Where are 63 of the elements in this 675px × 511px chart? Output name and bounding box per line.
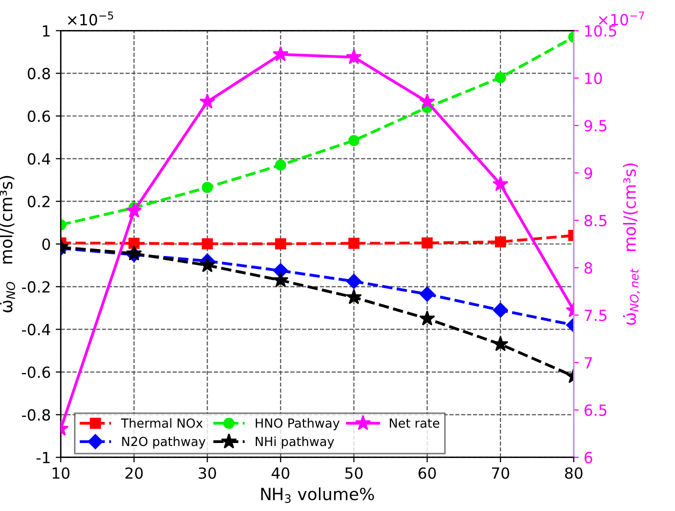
- y2-tick-label: 9.5: [584, 120, 606, 132]
- point: [420, 286, 435, 302]
- legend-label: Net rate: [390, 418, 440, 428]
- point: [492, 176, 508, 192]
- point: [422, 237, 433, 248]
- point: [272, 272, 289, 288]
- y2-tick-label: 9: [584, 167, 592, 179]
- text: ω̇$_{NO}$ mol/(cm³s): [0, 176, 16, 312]
- point: [346, 48, 362, 64]
- point: [494, 72, 506, 84]
- legend-label: HNO Pathway: [256, 418, 340, 430]
- point: [492, 302, 508, 318]
- point: [346, 274, 362, 289]
- x-tick-label: 50: [345, 467, 363, 479]
- point: [419, 310, 436, 326]
- y-tick-label: -0.4: [22, 324, 50, 336]
- point: [202, 238, 213, 250]
- point: [199, 257, 216, 272]
- point: [128, 238, 140, 249]
- point: [275, 238, 286, 250]
- y2-tick-label: 10.5: [585, 25, 616, 37]
- y-tick-label: -0.8: [22, 409, 50, 421]
- point: [494, 236, 506, 248]
- point: [346, 289, 362, 304]
- y-tick-label: 0: [42, 238, 50, 250]
- point: [275, 160, 286, 171]
- y-tick-label: 0.8: [28, 68, 50, 80]
- point: [348, 134, 360, 146]
- text: ×10$^{−7}$: [598, 12, 644, 26]
- text: ω̇$_{NO,net}$ mol/(cm³s): [623, 163, 640, 325]
- y-tick-label: 0.4: [28, 153, 50, 165]
- legend-label: N2O pathway: [122, 436, 206, 449]
- y2-tick-label: 6: [584, 452, 592, 464]
- point: [199, 93, 216, 109]
- y-tick-label: 0.6: [28, 110, 50, 122]
- legend-label: NHi pathway: [256, 436, 334, 449]
- x-tick-label: 80: [565, 467, 582, 479]
- point: [419, 93, 436, 109]
- point: [126, 202, 142, 218]
- x-tick-label: 40: [272, 467, 290, 479]
- point: [272, 46, 289, 62]
- y-tick-label: 0.2: [28, 196, 50, 208]
- x-tick-label: 60: [418, 467, 436, 479]
- y-tick-label: -0.6: [22, 366, 50, 378]
- point: [202, 182, 213, 194]
- y2-tick-label: 6.5: [584, 404, 606, 416]
- x-axis-title: NH$_{3}$ volume%: [261, 487, 374, 503]
- x-tick-label: 20: [125, 467, 143, 479]
- y2-tick-label: 10: [585, 72, 602, 84]
- y-tick-label: -0.2: [22, 281, 50, 293]
- y2-tick-label: 8: [584, 262, 592, 274]
- y2-tick-label: 7.5: [584, 310, 606, 322]
- text: ×10$^{−5}$: [68, 12, 114, 26]
- x-tick-label: 30: [198, 467, 216, 479]
- y-tick-label: 1: [42, 25, 50, 36]
- x-tick-label: 10: [52, 467, 70, 479]
- point: [492, 336, 508, 352]
- legend-label: Thermal NOx: [120, 418, 203, 428]
- y-tick-label: -1: [36, 452, 50, 464]
- y2-tick-label: 7: [584, 357, 592, 368]
- y2-tick-label: 8.5: [584, 214, 606, 226]
- x-tick-label: 70: [492, 467, 510, 479]
- point: [348, 238, 360, 249]
